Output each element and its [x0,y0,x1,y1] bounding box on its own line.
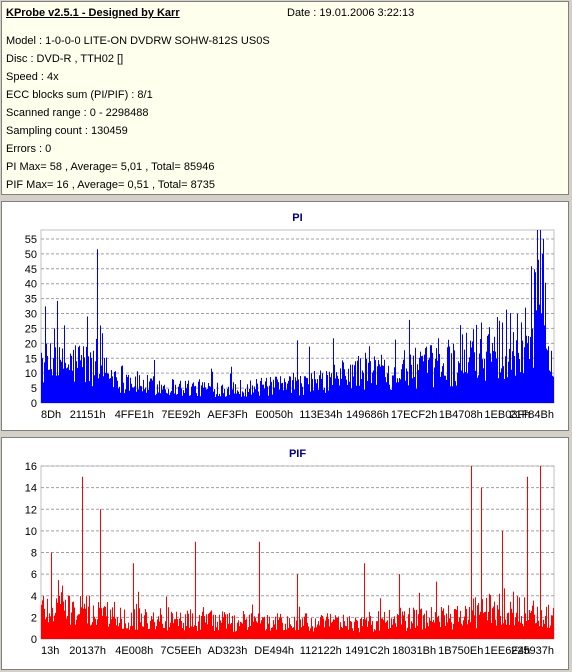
y-tick-label: 40 [25,279,37,291]
x-tick-label: 7EE92h [161,409,200,421]
x-tick-label: 21151h [70,409,106,421]
pif-chart-panel: PIF 0 2 4 6 8 10 12 14 16 13h 20137h 4E008h 7C5EEh AD3… [1,437,569,670]
y-tick-label: 14 [25,483,37,495]
x-tick-label: 4E008h [115,645,153,657]
y-tick-label: 30 [25,309,37,321]
y-tick-label: 10 [25,526,37,538]
x-tick-label: 18031Bh [392,645,436,657]
series-bars [41,466,554,639]
info-disc: Disc : DVD-R , TTH02 [] [6,53,124,65]
x-tick-label: 1B4708h [439,409,483,421]
x-tick-label: 13h [41,645,59,657]
y-tick-label: 2 [31,612,37,624]
x-tick-label: AD323h [208,645,248,657]
x-tick-label: 112122h [300,645,342,657]
x-tick-label: 225937h [511,645,554,657]
chart-title: PI [292,212,302,224]
y-tick-label: 4 [31,591,37,603]
y-tick-label: 6 [31,569,37,581]
info-model: Model : 1-0-0-0 LITE-ON DVDRW SOHW-812S … [6,35,270,47]
info-range: Scanned range : 0 - 2298488 [6,107,149,119]
y-tick-label: 5 [31,383,37,395]
pi-chart: PI 0 5 10 15 20 25 30 35 40 45 50 55 8Dh 21151h 4FFE1h 7… [25,212,555,421]
y-tick-label: 50 [25,249,37,261]
info-ecc: ECC blocks sum (PI/PIF) : 8/1 [6,89,153,101]
x-tick-label: AEF3Fh [207,409,247,421]
info-pi-stats: PI Max= 58 , Average= 5,01 , Total= 8594… [6,161,215,173]
info-errors: Errors : 0 [6,143,52,155]
x-tick-label: 17ECF2h [391,409,437,421]
y-tick-label: 0 [31,634,37,646]
x-tick-label: 21F84Bh [509,409,554,421]
x-tick-label: 1EB03Fh [484,409,530,421]
info-pif-stats: PIF Max= 16 , Average= 0,51 , Total= 873… [6,179,216,191]
y-tick-label: 15 [25,353,37,365]
y-tick-label: 45 [25,264,37,276]
y-tick-label: 8 [31,548,37,560]
x-tick-label: 1EE6F4h [484,645,530,657]
series-bars [41,230,554,403]
y-tick-label: 55 [25,234,37,246]
x-tick-label: 113E34h [299,409,342,421]
y-tick-label: 16 [25,461,37,473]
scan-date: Date : 19.01.2006 3:22:13 [287,7,415,19]
info-speed: Speed : 4x [6,71,59,83]
app-title: KProbe v2.5.1 - Designed by Karr [6,7,180,19]
x-tick-label: 1B750Eh [438,645,483,657]
x-tick-label: 20137h [69,645,106,657]
x-tick-label: 4FFE1h [115,409,154,421]
info-sampling: Sampling count : 130459 [6,125,128,137]
pif-chart: PIF 0 2 4 6 8 10 12 14 16 13h 20137h 4E008h 7C5EEh AD3… [25,448,555,657]
info-panel: KProbe v2.5.1 - Designed by Karr Date : … [1,1,569,195]
y-tick-label: 0 [31,398,37,410]
y-tick-label: 12 [25,504,37,516]
x-tick-label: 7C5EEh [160,645,201,657]
x-tick-label: 149686h [346,409,389,421]
chart-title: PIF [289,448,306,460]
x-tick-label: 1491C2h [345,645,390,657]
y-tick-label: 35 [25,294,37,306]
x-tick-label: DE494h [254,645,294,657]
x-tick-label: 8Dh [41,409,61,421]
y-tick-label: 20 [25,338,37,350]
y-tick-label: 10 [25,368,37,380]
y-tick-label: 25 [25,323,37,335]
x-tick-label: E0050h [255,409,293,421]
pi-chart-panel: PI 0 5 10 15 20 25 30 35 40 45 50 55 8Dh 21151h 4FFE1h 7… [1,201,569,431]
